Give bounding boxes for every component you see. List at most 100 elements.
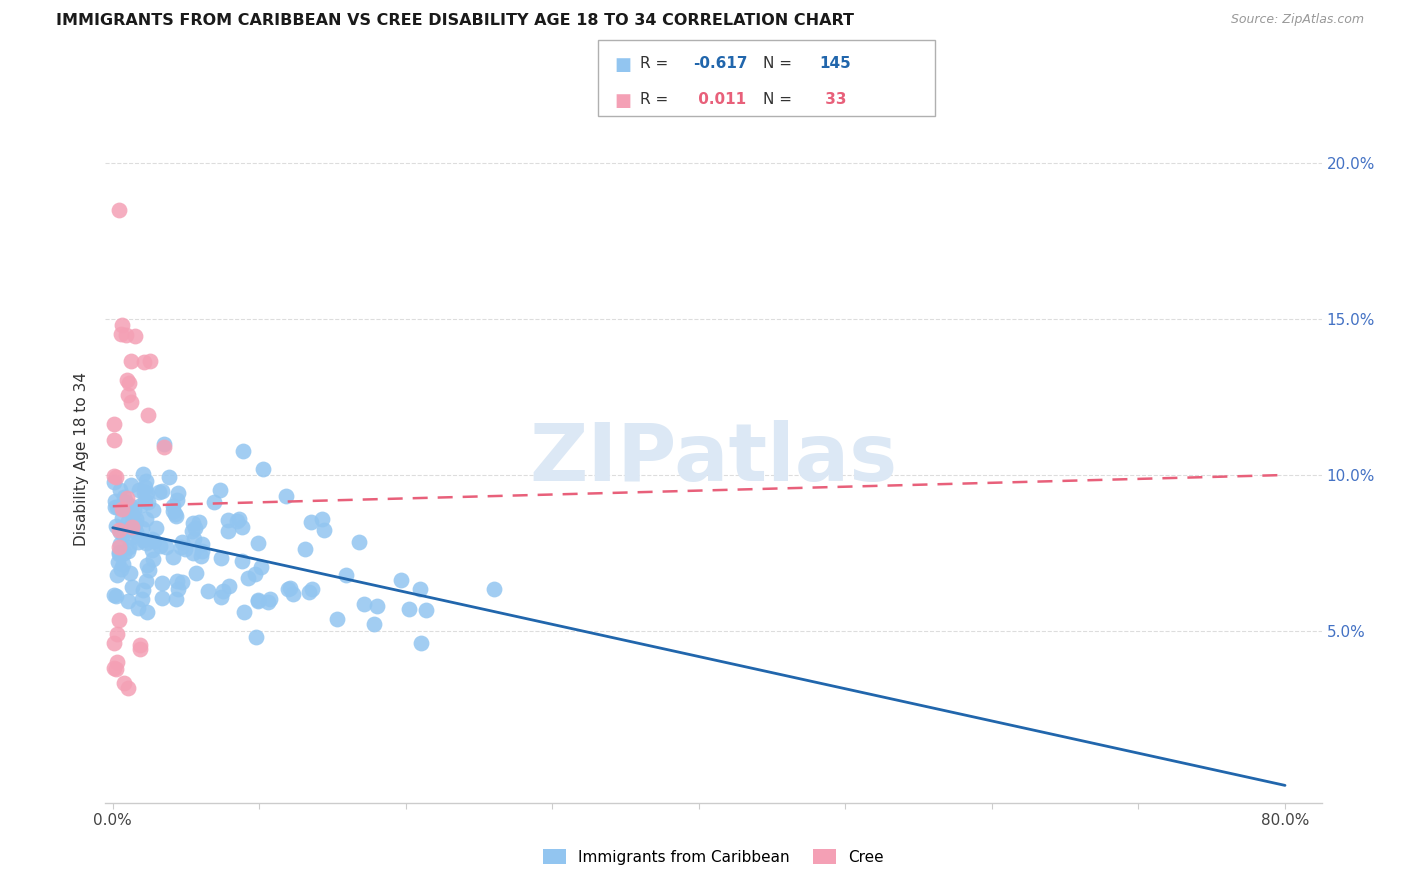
Point xyxy=(181,516,204,530)
Point xyxy=(108,523,131,537)
Point xyxy=(107,547,129,561)
Point xyxy=(326,612,349,626)
Point xyxy=(415,603,437,617)
Point xyxy=(208,483,231,498)
Point xyxy=(149,539,172,553)
Point xyxy=(134,494,156,508)
Point xyxy=(167,486,190,500)
Point xyxy=(132,355,155,369)
Point xyxy=(136,495,159,509)
Point xyxy=(231,520,253,534)
Point xyxy=(104,518,127,533)
Point xyxy=(108,524,131,539)
Point xyxy=(115,373,138,387)
Point xyxy=(105,568,128,582)
Point xyxy=(117,514,139,528)
Point xyxy=(118,376,141,390)
Point xyxy=(104,500,127,514)
Point xyxy=(197,583,219,598)
Point xyxy=(112,490,135,504)
Point xyxy=(135,574,157,589)
Point xyxy=(166,493,188,508)
Point xyxy=(190,537,212,551)
Point xyxy=(131,521,153,535)
Point xyxy=(124,512,146,526)
Point xyxy=(145,521,167,535)
Point xyxy=(211,584,233,599)
Text: -0.617: -0.617 xyxy=(693,56,748,71)
Point xyxy=(122,503,145,517)
Point xyxy=(311,512,333,526)
Point xyxy=(121,520,143,534)
Point xyxy=(335,568,357,582)
Point xyxy=(107,555,129,569)
Point xyxy=(245,631,267,645)
Point xyxy=(363,616,385,631)
Point xyxy=(120,395,142,409)
Point xyxy=(108,537,131,551)
Point xyxy=(162,499,184,513)
Point xyxy=(202,494,225,508)
Point xyxy=(129,498,152,512)
Point xyxy=(134,479,156,493)
Point xyxy=(180,524,202,538)
Point xyxy=(150,483,173,498)
Point xyxy=(209,551,232,566)
Point xyxy=(117,388,139,402)
Point xyxy=(142,502,165,516)
Point xyxy=(105,627,128,641)
Point xyxy=(274,489,297,503)
Point xyxy=(111,318,134,332)
Point xyxy=(135,474,157,488)
Point xyxy=(107,545,129,559)
Point xyxy=(107,541,129,555)
Text: ■: ■ xyxy=(614,56,631,74)
Point xyxy=(218,579,240,593)
Point xyxy=(172,534,194,549)
Point xyxy=(225,514,247,528)
Point xyxy=(136,485,159,500)
Point xyxy=(121,530,143,544)
Point xyxy=(277,582,299,597)
Point xyxy=(170,541,193,555)
Point xyxy=(135,511,157,525)
Point xyxy=(103,475,125,490)
Point xyxy=(138,354,160,368)
Point xyxy=(166,582,188,596)
Text: R =: R = xyxy=(640,92,673,107)
Text: 0.011: 0.011 xyxy=(693,92,747,107)
Point xyxy=(250,560,273,574)
Point xyxy=(409,582,432,597)
Point xyxy=(118,540,141,554)
Point xyxy=(104,590,127,604)
Point xyxy=(252,462,274,476)
Point xyxy=(120,500,142,514)
Point xyxy=(150,591,173,606)
Point xyxy=(231,553,253,567)
Point xyxy=(166,574,188,588)
Point xyxy=(190,549,212,563)
Point xyxy=(482,582,505,596)
Point xyxy=(132,533,155,548)
Point xyxy=(132,582,155,597)
Point xyxy=(141,551,163,566)
Text: R =: R = xyxy=(640,56,673,71)
Point xyxy=(143,534,166,549)
Point xyxy=(121,580,143,594)
Text: 33: 33 xyxy=(820,92,846,107)
Point xyxy=(174,542,197,557)
Point xyxy=(170,574,193,589)
Point xyxy=(281,587,304,601)
Point xyxy=(245,567,267,582)
Point xyxy=(353,597,375,611)
Point xyxy=(257,595,280,609)
Point xyxy=(103,636,125,650)
Point xyxy=(124,525,146,540)
Point xyxy=(124,516,146,531)
Point xyxy=(103,588,125,602)
Text: 145: 145 xyxy=(820,56,852,71)
Legend: Immigrants from Caribbean, Cree: Immigrants from Caribbean, Cree xyxy=(537,843,890,871)
Point xyxy=(124,329,146,343)
Point xyxy=(103,433,125,447)
Text: N =: N = xyxy=(763,92,797,107)
